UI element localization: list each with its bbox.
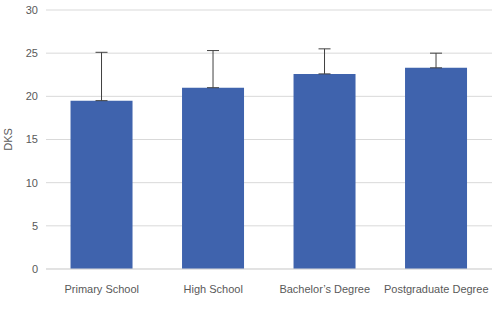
svg-text:High School: High School [184, 283, 243, 295]
svg-text:5: 5 [32, 220, 38, 232]
svg-text:25: 25 [26, 47, 38, 59]
svg-text:Bachelor’s Degree: Bachelor’s Degree [279, 283, 370, 295]
svg-text:Primary School: Primary School [64, 283, 139, 295]
svg-text:0: 0 [32, 263, 38, 275]
svg-text:Postgraduate Degree: Postgraduate Degree [384, 283, 489, 295]
svg-text:30: 30 [26, 4, 38, 16]
svg-text:20: 20 [26, 90, 38, 102]
svg-text:15: 15 [26, 133, 38, 145]
svg-text:10: 10 [26, 177, 38, 189]
svg-text:DKS: DKS [8, 128, 14, 151]
